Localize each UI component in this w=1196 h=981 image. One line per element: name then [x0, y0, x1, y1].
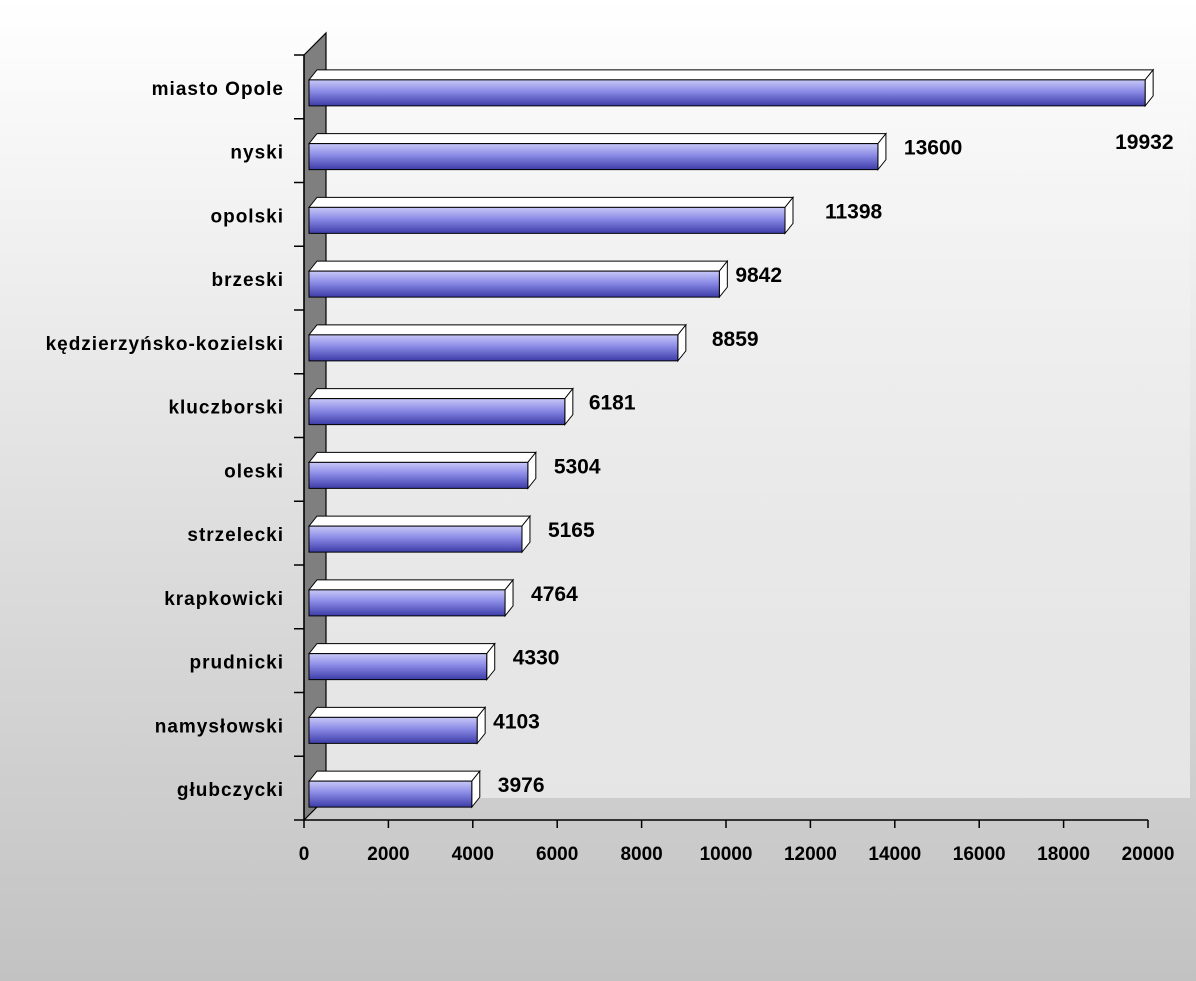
bar-front-face	[308, 143, 879, 171]
bar-top-face	[307, 260, 729, 272]
bar-top-face	[307, 324, 687, 336]
value-label: 4330	[513, 647, 560, 670]
category-label: kędzierzyńsko-kozielski	[46, 334, 284, 355]
category-label: oleski	[224, 461, 284, 482]
x-tick-label: 16000	[953, 844, 1006, 865]
x-tick-label: 20000	[1122, 844, 1175, 865]
x-tick-label: 12000	[784, 844, 837, 865]
bar-top-face	[307, 133, 887, 145]
bar-front-face	[308, 589, 506, 617]
bar	[307, 514, 532, 554]
x-tick-label: 2000	[367, 844, 409, 865]
value-label: 9842	[735, 264, 782, 287]
value-label: 5165	[548, 519, 595, 542]
bar-top-face	[307, 770, 481, 782]
x-tick-label: 0	[299, 844, 310, 865]
bar	[307, 132, 887, 172]
bar-front-face	[308, 270, 720, 298]
bar-top-face	[307, 706, 487, 718]
bar-top-face	[307, 579, 515, 591]
bar	[307, 195, 795, 235]
axis-layer: 0 2000 4000 6000 8000 10000 12000 14000 16000 180…	[294, 54, 1175, 865]
value-label: 4103	[493, 710, 540, 733]
value-label: 5304	[554, 455, 601, 478]
bar-front-face	[308, 206, 786, 234]
x-tick-label: 6000	[536, 844, 578, 865]
bar	[307, 259, 729, 299]
x-tick-label: 10000	[700, 844, 753, 865]
bar	[307, 705, 487, 745]
x-tick-label: 4000	[452, 844, 494, 865]
labels-layer: miasto Opole 19932 nyski 13600 opolski 11398 b…	[46, 79, 1174, 801]
bar-top-face	[307, 515, 532, 527]
category-label: prudnicki	[189, 653, 284, 674]
bar-front-face	[308, 716, 478, 744]
value-label: 13600	[904, 137, 962, 160]
value-label: 19932	[1115, 131, 1173, 154]
category-label: nyski	[230, 143, 284, 164]
bar	[307, 323, 687, 363]
bars-layer	[307, 68, 1155, 809]
category-label: głubczycki	[177, 780, 284, 801]
category-label: krapkowicki	[164, 589, 284, 610]
category-label: kluczborski	[168, 398, 284, 419]
bar-top-face	[307, 388, 574, 400]
category-label: miasto Opole	[152, 79, 284, 100]
bar-front-face	[308, 398, 566, 426]
bar	[307, 68, 1155, 108]
bar	[307, 769, 481, 809]
value-label: 6181	[589, 392, 636, 415]
value-label: 11398	[825, 200, 883, 223]
bar-front-face	[308, 79, 1146, 107]
category-label: opolski	[210, 206, 284, 227]
category-label: brzeski	[212, 270, 284, 291]
bar-top-face	[307, 451, 537, 463]
x-tick-label: 8000	[620, 844, 662, 865]
bar-front-face	[308, 780, 473, 808]
category-label: strzelecki	[187, 525, 284, 546]
bar	[307, 642, 496, 682]
value-label: 3976	[498, 774, 545, 797]
bar-front-face	[308, 653, 488, 681]
bar-front-face	[308, 461, 529, 489]
bar	[307, 450, 537, 490]
bar-front-face	[308, 525, 523, 553]
bar-top-face	[307, 196, 795, 208]
x-tick-label: 14000	[868, 844, 921, 865]
x-tick-label: 18000	[1037, 844, 1090, 865]
bar	[307, 578, 515, 618]
value-label: 8859	[712, 328, 759, 351]
bar	[307, 387, 574, 427]
category-label: namysłowski	[155, 716, 284, 737]
value-label: 4764	[531, 583, 578, 606]
bar-top-face	[307, 643, 496, 655]
bar-top-face	[307, 69, 1155, 81]
bar-front-face	[308, 334, 679, 362]
